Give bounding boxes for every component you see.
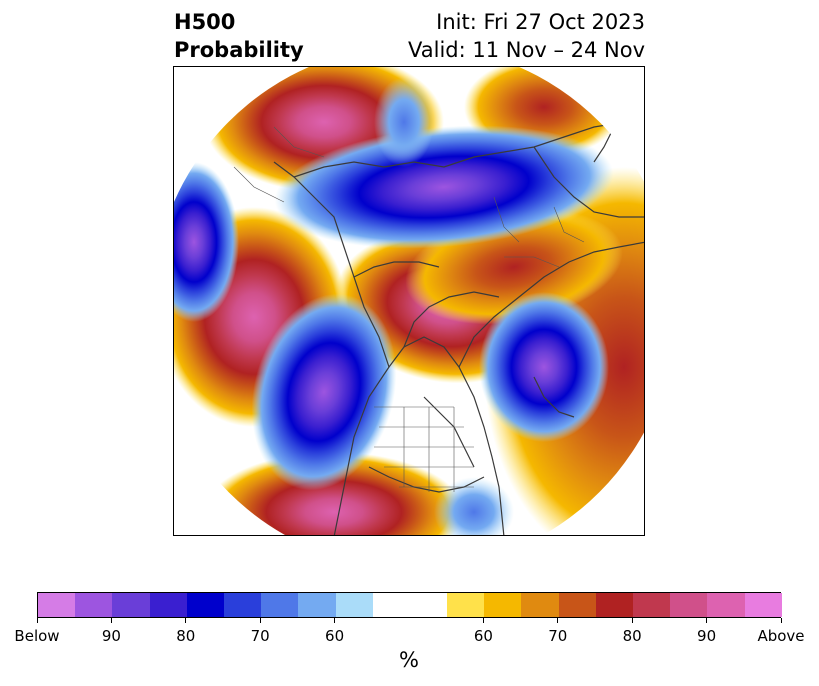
map-title: H500 Probability [174, 8, 304, 64]
colorbar-tick [334, 618, 336, 623]
colorbar-segment [186, 593, 224, 617]
colorbar-tick-label: Below [14, 627, 60, 645]
valid-range: Valid: 11 Nov – 24 Nov [408, 38, 645, 62]
colorbar-tick-label: 80 [176, 627, 196, 645]
colorbar-tick [259, 618, 261, 623]
colorbar-tick [557, 618, 559, 623]
title-kind: Probability [174, 38, 304, 62]
colorbar-unit: % [399, 648, 419, 672]
colorbar-tick [110, 618, 112, 623]
colorbar-segment [223, 593, 262, 617]
colorbar-tick-label: Above [757, 627, 805, 645]
colorbar [37, 592, 782, 618]
colorbar-segment [298, 593, 336, 617]
colorbar-segment [484, 593, 522, 617]
colorbar-segment [558, 593, 596, 617]
colorbar-tick [706, 618, 708, 623]
map-panel [173, 66, 645, 536]
colorbar-segment [595, 593, 634, 617]
colorbar-segment [633, 593, 671, 617]
colorbar-tick [631, 618, 633, 623]
colorbar-segment [261, 593, 299, 617]
colorbar-segment [38, 593, 76, 617]
colorbar-tick [780, 618, 782, 623]
colorbar-segment [670, 593, 708, 617]
colorbar-segment [335, 593, 373, 617]
colorbar-tick-label: 60 [325, 627, 345, 645]
colorbar-segment [707, 593, 745, 617]
colorbar-segment [521, 593, 559, 617]
colorbar-tick-label: 90 [697, 627, 717, 645]
colorbar-tick [482, 618, 484, 623]
colorbar-segment [372, 593, 448, 617]
colorbar-tick [185, 618, 187, 623]
colorbar-tick-label: 60 [473, 627, 493, 645]
probability-map [174, 67, 644, 535]
colorbar-tick-label: 70 [548, 627, 568, 645]
colorbar-segment [75, 593, 113, 617]
colorbar-tick-label: 80 [622, 627, 642, 645]
colorbar-tick [36, 618, 38, 623]
title-variable: H500 [174, 10, 236, 34]
colorbar-segment [447, 593, 485, 617]
colorbar-segment [744, 593, 782, 617]
colorbar-segment [149, 593, 187, 617]
colorbar-tick-label: 90 [101, 627, 121, 645]
forecast-dates: Init: Fri 27 Oct 2023 Valid: 11 Nov – 24… [408, 8, 645, 64]
init-date: Init: Fri 27 Oct 2023 [436, 10, 645, 34]
colorbar-segment [112, 593, 150, 617]
colorbar-tick-label: 70 [250, 627, 270, 645]
